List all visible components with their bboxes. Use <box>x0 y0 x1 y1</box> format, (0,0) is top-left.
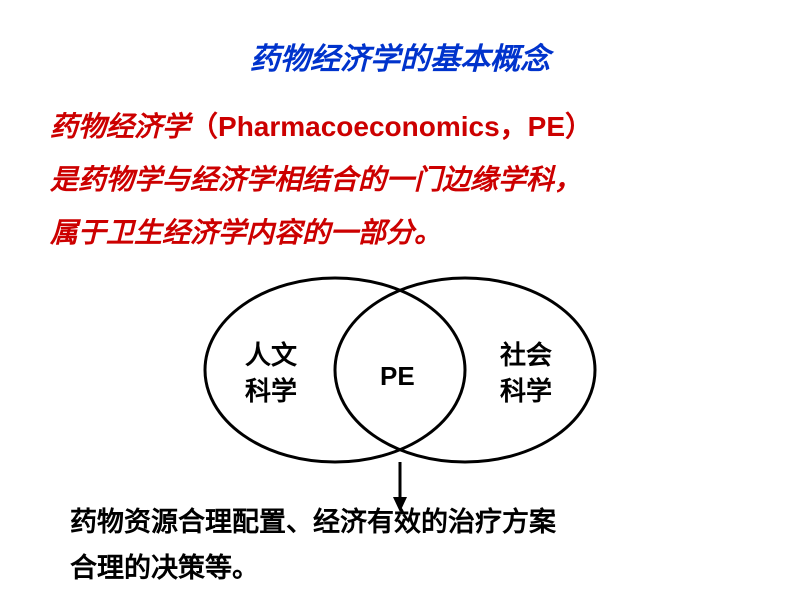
bottom-line1: 药物资源合理配置、经济有效的治疗方案 <box>70 507 556 537</box>
bottom-paragraph: 药物资源合理配置、经济有效的治疗方案 合理的决策等。 <box>70 500 770 592</box>
definition-paragraph: 药物经济学（Pharmacoeconomics，PE） 是药物学与经济学相结合的… <box>50 100 760 261</box>
term-en: （Pharmacoeconomics，PE） <box>190 111 593 142</box>
venn-left-line1: 人文 <box>245 341 297 370</box>
venn-label-left: 人文 科学 <box>245 338 297 411</box>
definition-line2: 是药物学与经济学相结合的一门边缘学科， <box>50 165 582 196</box>
venn-label-right: 社会 科学 <box>500 338 552 411</box>
venn-right-line2: 科学 <box>500 377 552 406</box>
bottom-line2: 合理的决策等。 <box>70 553 259 583</box>
venn-left-line2: 科学 <box>245 377 297 406</box>
venn-label-center: PE <box>380 358 415 394</box>
venn-diagram: 人文 科学 社会 科学 PE <box>170 270 610 490</box>
definition-line3: 属于卫生经济学内容的一部分。 <box>50 218 442 249</box>
term-cn: 药物经济学 <box>50 112 190 143</box>
slide-title: 药物经济学的基本概念 <box>0 34 800 78</box>
venn-right-line1: 社会 <box>500 341 552 370</box>
